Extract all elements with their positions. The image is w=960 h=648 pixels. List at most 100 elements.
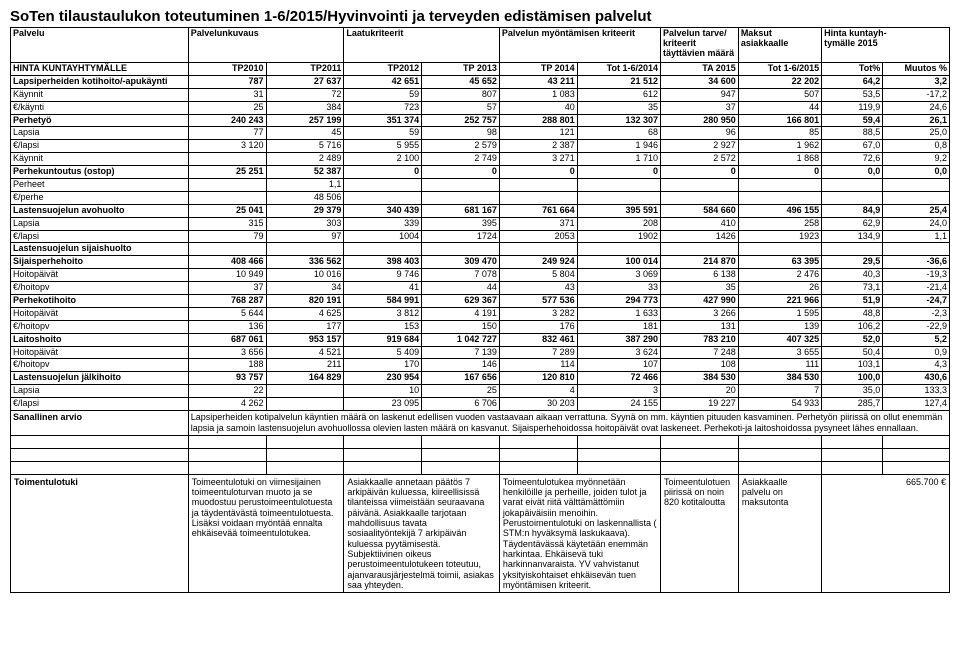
table-row: Lapsia2210254320735,0133,3: [11, 385, 950, 398]
row-value: 100 014: [577, 256, 660, 269]
row-value: 384 530: [661, 372, 739, 385]
row-label: €/lapsi: [11, 398, 189, 411]
row-value: 1426: [661, 230, 739, 243]
row-value: 5 644: [188, 307, 266, 320]
subhead-col: Muutos %: [883, 63, 950, 76]
row-value: 252 757: [422, 114, 500, 127]
row-value: 5 804: [499, 269, 577, 282]
row-value: 35: [661, 282, 739, 295]
row-value: 577 536: [499, 295, 577, 308]
row-value: 3 069: [577, 269, 660, 282]
spacer-row: [11, 461, 950, 474]
b2-laatu: Asiakkaalle annetaan päätös 7 arkipäivän…: [344, 474, 500, 593]
row-value: 1 962: [738, 140, 821, 153]
row-value: 79: [188, 230, 266, 243]
row-value: [266, 243, 344, 256]
row-value: 0: [577, 166, 660, 179]
subhead-col: TP2011: [266, 63, 344, 76]
row-value: 384 530: [738, 372, 821, 385]
row-value: -17,2: [883, 88, 950, 101]
row-value: 25: [188, 101, 266, 114]
row-value: 407 325: [738, 333, 821, 346]
row-value: 408 466: [188, 256, 266, 269]
row-value: 108: [661, 359, 739, 372]
table-row: Käynnit3172598071 08361294750753,5-17,2: [11, 88, 950, 101]
row-value: 5 716: [266, 140, 344, 153]
row-value: -21,4: [883, 282, 950, 295]
row-value: 0,8: [883, 140, 950, 153]
row-label: €/hoitopv: [11, 282, 189, 295]
row-value: 150: [422, 320, 500, 333]
row-value: 19 227: [661, 398, 739, 411]
row-value: 2 927: [661, 140, 739, 153]
row-value: 72 466: [577, 372, 660, 385]
row-value: 25,0: [883, 127, 950, 140]
row-value: 44: [422, 282, 500, 295]
row-label: €/käynti: [11, 101, 189, 114]
row-value: 4 625: [266, 307, 344, 320]
b2-hinta: 665.700 €: [822, 474, 950, 593]
row-value: 188: [188, 359, 266, 372]
b2-tarve: Toimeentulotuen piirissä on noin 820 kot…: [661, 474, 739, 593]
row-value: 127,4: [883, 398, 950, 411]
row-value: 230 954: [344, 372, 422, 385]
row-value: 25 041: [188, 204, 266, 217]
row-value: 93 757: [188, 372, 266, 385]
row-value: 37: [661, 101, 739, 114]
row-value: 30 203: [499, 398, 577, 411]
table-row: Lapsia7745599812168968588,525,0: [11, 127, 950, 140]
row-value: 0: [738, 166, 821, 179]
row-value: 371: [499, 217, 577, 230]
hdr-palvelunkuvaus: Palvelunkuvaus: [188, 28, 344, 63]
row-label: Lapsiperheiden kotihoito/-apukäynti: [11, 75, 189, 88]
row-value: 6 138: [661, 269, 739, 282]
table-row: Perhetyö240 243257 199351 374252 757288 …: [11, 114, 950, 127]
row-value: 35: [577, 101, 660, 114]
row-value: 146: [422, 359, 500, 372]
subhead-col: TP 2013: [422, 63, 500, 76]
row-value: 48 506: [266, 191, 344, 204]
row-value: -2,3: [883, 307, 950, 320]
row-value: 25: [422, 385, 500, 398]
row-value: 50,4: [822, 346, 883, 359]
row-value: 96: [661, 127, 739, 140]
row-value: 280 950: [661, 114, 739, 127]
table-row: Hoitopäivät3 6564 5215 4097 1397 2893 62…: [11, 346, 950, 359]
b2-label: Toimentulotuki: [11, 474, 189, 593]
row-value: 687 061: [188, 333, 266, 346]
row-value: 48,8: [822, 307, 883, 320]
page-title: SoTen tilaustaulukon toteutuminen 1-6/20…: [10, 8, 950, 25]
row-label: €/lapsi: [11, 230, 189, 243]
row-value: 211: [266, 359, 344, 372]
table-row: €/lapsi3 1205 7165 9552 5792 3871 9462 9…: [11, 140, 950, 153]
row-value: 59: [344, 127, 422, 140]
row-value: 120 810: [499, 372, 577, 385]
row-value: 7: [738, 385, 821, 398]
row-label: €/lapsi: [11, 140, 189, 153]
row-value: 5,2: [883, 333, 950, 346]
row-value: 111: [738, 359, 821, 372]
row-value: 26: [738, 282, 821, 295]
row-label: Lastensuojelun jälkihoito: [11, 372, 189, 385]
row-value: 430,6: [883, 372, 950, 385]
row-value: 1 633: [577, 307, 660, 320]
row-value: 176: [499, 320, 577, 333]
row-value: 84,9: [822, 204, 883, 217]
row-value: 33: [577, 282, 660, 295]
row-label: Lastensuojelun avohuolto: [11, 204, 189, 217]
subheader-row: HINTA KUNTAYHTYMÄLLE TP2010 TP2011 TP201…: [11, 63, 950, 76]
row-value: 22 202: [738, 75, 821, 88]
table-row: Lastensuojelun sijaishuolto: [11, 243, 950, 256]
row-value: 2 572: [661, 153, 739, 166]
row-value: 5 955: [344, 140, 422, 153]
table-row: Perheet1,1: [11, 179, 950, 192]
row-value: 24,0: [883, 217, 950, 230]
row-value: [738, 243, 821, 256]
row-value: 507: [738, 88, 821, 101]
row-value: 315: [188, 217, 266, 230]
row-value: 21 512: [577, 75, 660, 88]
row-value: [188, 243, 266, 256]
row-value: 29,5: [822, 256, 883, 269]
row-value: 258: [738, 217, 821, 230]
row-value: 85: [738, 127, 821, 140]
